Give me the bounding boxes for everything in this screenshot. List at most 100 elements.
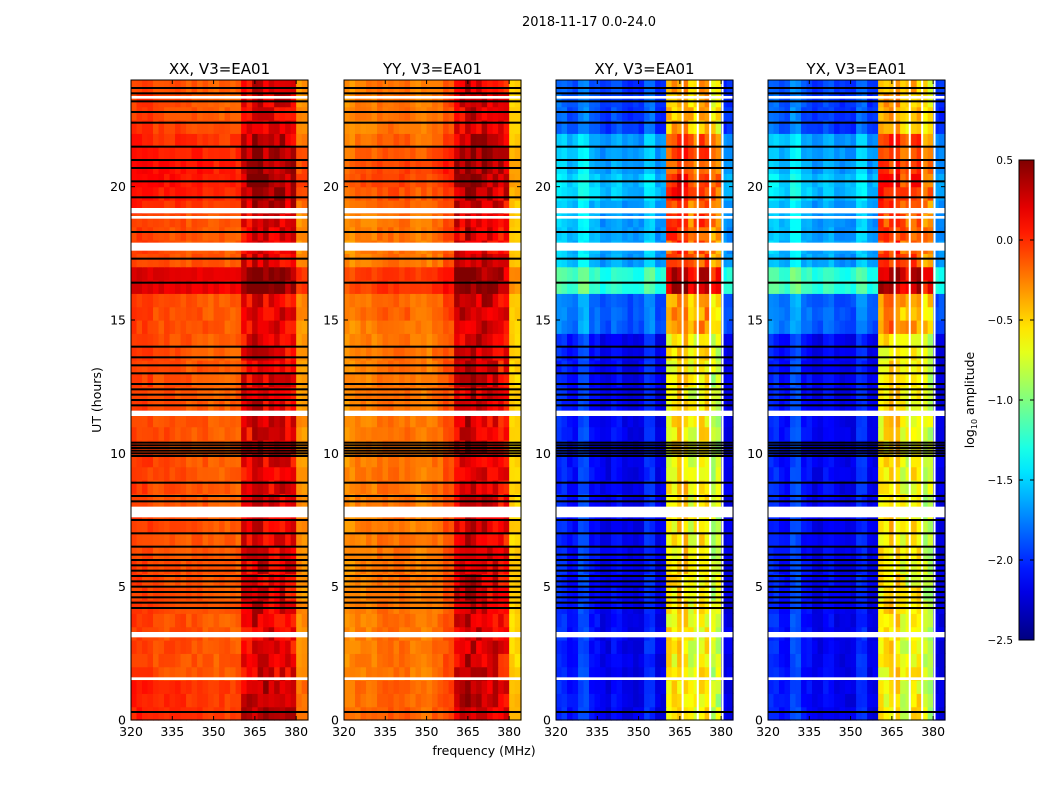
y-tick-label: 5 (118, 579, 126, 594)
heatmap-cell (699, 333, 705, 347)
heatmap-cell (186, 347, 192, 361)
heatmap-cell (465, 147, 471, 161)
heatmap-cell (355, 520, 361, 534)
heatmap-cell (493, 693, 499, 707)
heatmap-cell (355, 227, 361, 241)
heatmap-cell (487, 707, 493, 721)
heatmap-cell (443, 680, 449, 694)
heatmap-cell (421, 93, 427, 107)
flagged-black-line (344, 554, 521, 556)
heatmap-cell (203, 693, 209, 707)
heatmap-cell (159, 93, 165, 107)
heatmap-cell (498, 347, 504, 361)
heatmap-cell (694, 373, 700, 387)
heatmap-cell (438, 427, 444, 441)
heatmap-cell (410, 107, 416, 121)
heatmap-cell (186, 253, 192, 267)
heatmap-cell (186, 147, 192, 161)
heatmap-cell (137, 347, 143, 361)
heatmap-cell (225, 293, 231, 307)
heatmap-cell (556, 147, 562, 161)
heatmap-cell (214, 80, 220, 94)
heatmap-cell (567, 373, 573, 387)
heatmap-cell (258, 373, 264, 387)
heatmap-cell (476, 213, 482, 227)
heatmap-cell (476, 160, 482, 174)
heatmap-cell (432, 347, 438, 361)
heatmap-cell (567, 587, 573, 601)
heatmap-cell (644, 107, 650, 121)
heatmap-cell (823, 680, 829, 694)
heatmap-cell (142, 227, 148, 241)
y-tick-label: 10 (535, 446, 551, 461)
heatmap-cell (214, 187, 220, 201)
heatmap-cell (181, 173, 187, 187)
heatmap-cell (344, 133, 350, 147)
heatmap-cell (285, 587, 291, 601)
heatmap-cell (142, 560, 148, 574)
heatmap-cell (622, 253, 628, 267)
heatmap-cell (498, 213, 504, 227)
heatmap-cell (291, 173, 297, 187)
heatmap-cell (589, 227, 595, 241)
heatmap-cell (416, 333, 422, 347)
heatmap-cell (344, 587, 350, 601)
heatmap-cell (225, 680, 231, 694)
heatmap-cell (482, 360, 488, 374)
heatmap-cell (438, 320, 444, 334)
heatmap-cell (589, 560, 595, 574)
heatmap-cell (622, 707, 628, 721)
heatmap-cell (219, 347, 225, 361)
heatmap-cell (471, 227, 477, 241)
heatmap-cell (236, 653, 242, 667)
heatmap-cell (159, 533, 165, 547)
heatmap-cell (280, 373, 286, 387)
heatmap-cell (655, 693, 661, 707)
heatmap-cell (584, 547, 590, 561)
heatmap-cell (137, 533, 143, 547)
heatmap-cell (410, 267, 416, 281)
heatmap-cell (214, 293, 220, 307)
heatmap-cell (606, 613, 612, 627)
heatmap-cell (443, 213, 449, 227)
heatmap-cell (672, 160, 678, 174)
flagged-black-line (344, 146, 521, 148)
flagged-black-line (344, 92, 521, 94)
heatmap-cell (410, 347, 416, 361)
heatmap-cell (142, 360, 148, 374)
heatmap-cell (219, 227, 225, 241)
flagged-black-line (556, 442, 733, 444)
heatmap-cell (628, 520, 634, 534)
heatmap-cell (153, 267, 159, 281)
heatmap-cell (203, 333, 209, 347)
flagged-black-line (556, 372, 733, 374)
heatmap-cell (372, 360, 378, 374)
heatmap-cell (153, 680, 159, 694)
heatmap-cell (639, 80, 645, 94)
heatmap-cell (269, 653, 275, 667)
heatmap-cell (269, 360, 275, 374)
heatmap-cell (818, 680, 824, 694)
heatmap-cell (203, 107, 209, 121)
heatmap-cell (416, 693, 422, 707)
heatmap-cell (606, 547, 612, 561)
heatmap-cell (688, 680, 694, 694)
x-tick-label: 365 (456, 724, 480, 739)
heatmap-cell (214, 560, 220, 574)
heatmap-cell (197, 347, 203, 361)
heatmap-cell (578, 307, 584, 321)
heatmap-cell (181, 133, 187, 147)
heatmap-cell (694, 347, 700, 361)
heatmap-cell (716, 213, 722, 227)
heatmap-cell (509, 533, 515, 547)
flagged-black-line (131, 122, 308, 124)
heatmap-cell (291, 587, 297, 601)
heatmap-cell (291, 653, 297, 667)
heatmap-cell (175, 253, 181, 267)
heatmap-cell (432, 107, 438, 121)
heatmap-cell (131, 80, 137, 94)
heatmap-cell (263, 680, 269, 694)
heatmap-cell (438, 160, 444, 174)
flagged-black-line (131, 586, 308, 588)
heatmap-cell (628, 107, 634, 121)
